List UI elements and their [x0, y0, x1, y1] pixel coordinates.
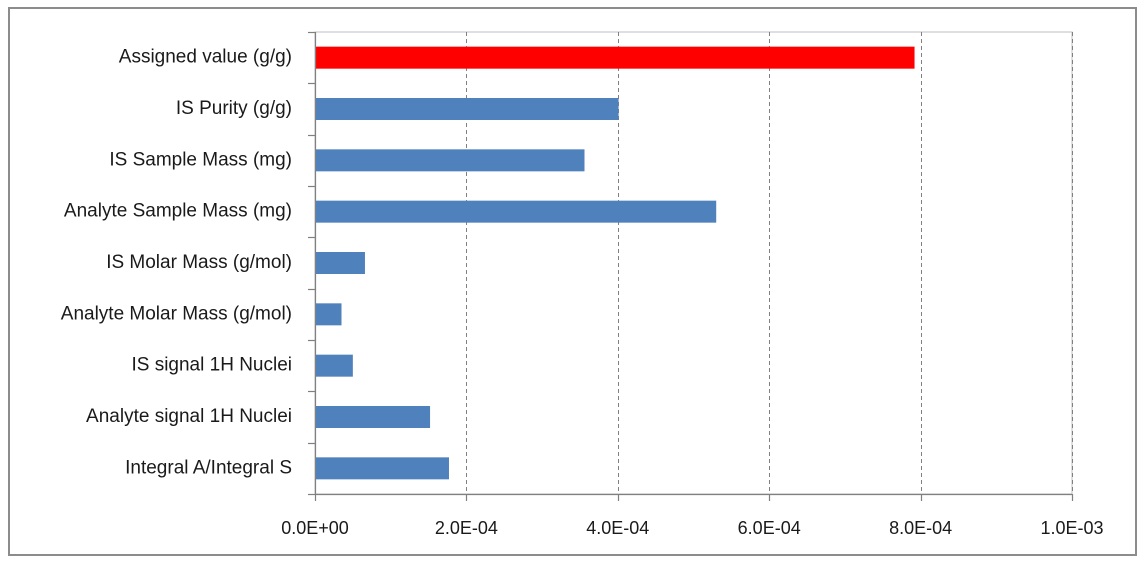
category-label: Analyte Sample Mass (mg)	[64, 201, 292, 222]
category-label: IS Purity (g/g)	[176, 98, 292, 119]
bar	[315, 46, 915, 69]
category-label: IS Sample Mass (mg)	[109, 149, 292, 170]
category-label: IS Molar Mass (g/mol)	[106, 252, 292, 273]
bar	[315, 354, 353, 377]
category-label: Assigned value (g/g)	[119, 47, 292, 68]
category-label: Integral A/Integral S	[125, 457, 292, 478]
bar	[315, 303, 342, 326]
bar	[315, 252, 365, 274]
category-label: Analyte signal 1H Nuclei	[86, 406, 292, 427]
x-tick-label: 2.0E-04	[435, 518, 498, 538]
bar	[315, 149, 585, 172]
category-label: IS signal 1H Nuclei	[131, 355, 292, 376]
x-tick-label: 4.0E-04	[586, 518, 649, 538]
x-tick-label: 8.0E-04	[889, 518, 952, 538]
x-tick-label: 0.0E+00	[281, 518, 349, 538]
bar	[315, 457, 449, 480]
x-tick-label: 6.0E-04	[738, 518, 801, 538]
bar	[315, 200, 717, 223]
category-label: Analyte Molar Mass (g/mol)	[61, 303, 292, 324]
bar	[315, 406, 431, 428]
x-tick-label: 1.0E-03	[1040, 518, 1103, 538]
bar	[315, 98, 619, 120]
